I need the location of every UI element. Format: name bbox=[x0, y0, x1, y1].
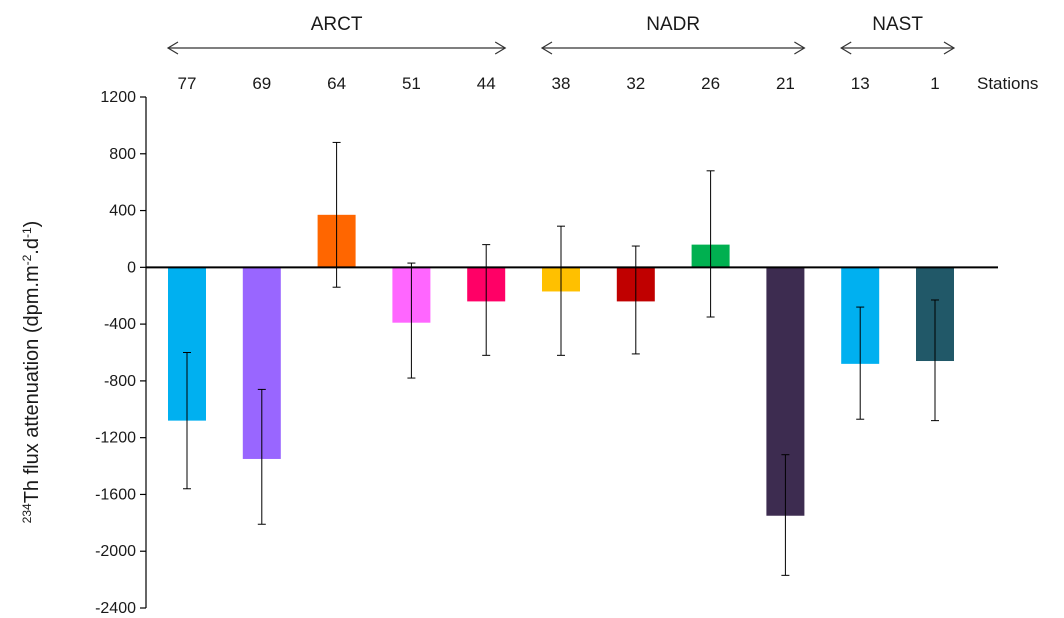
station-labels: 77 69 64 51 44 38 32 26 21 13 1 bbox=[178, 74, 940, 93]
error-bar-32 bbox=[631, 245, 640, 355]
arrow-left-head bbox=[540, 41, 553, 55]
station-label-21: 21 bbox=[776, 74, 795, 93]
y-title-isotope: 234 bbox=[20, 503, 34, 523]
y-tick-label: 800 bbox=[109, 146, 136, 163]
error-bar-77 bbox=[183, 352, 191, 490]
arrow-left-head bbox=[840, 41, 852, 55]
y-tick-label: -800 bbox=[104, 373, 136, 390]
error-bar-13 bbox=[856, 306, 865, 420]
region-arct: ARCT bbox=[166, 14, 507, 55]
y-axis: 1200 800 400 0 -400 -800 -1200 -1600 -2000 -2400 bbox=[95, 89, 147, 617]
y-tick-label: -1200 bbox=[95, 430, 136, 447]
error-bar-21 bbox=[781, 454, 790, 576]
region-nast: NAST bbox=[840, 14, 956, 55]
bars bbox=[168, 214, 954, 516]
arrow-right-head bbox=[494, 41, 507, 55]
y-tick-label: -400 bbox=[104, 316, 136, 333]
error-bar-64 bbox=[332, 141, 341, 288]
y-tick-label: -1600 bbox=[95, 486, 136, 503]
y-title-base: Th flux attenuation (dpm.m bbox=[21, 265, 43, 503]
region-nadr: NADR bbox=[540, 14, 806, 55]
station-label-38: 38 bbox=[552, 74, 571, 93]
error-bar-51 bbox=[407, 262, 416, 379]
station-label-44: 44 bbox=[477, 74, 496, 93]
y-tick-label: 1200 bbox=[100, 89, 136, 106]
error-bars bbox=[183, 141, 939, 576]
station-label-69: 69 bbox=[252, 74, 271, 93]
station-label-32: 32 bbox=[626, 74, 645, 93]
arrow-right-head bbox=[943, 41, 956, 55]
region-label: NADR bbox=[646, 14, 700, 35]
y-title-mid: .d bbox=[21, 238, 43, 255]
error-bar-44 bbox=[482, 244, 491, 356]
station-label-26: 26 bbox=[701, 74, 720, 93]
arrow-right-head bbox=[794, 41, 806, 55]
station-label-1: 1 bbox=[930, 74, 939, 93]
y-tick-label: -2400 bbox=[95, 600, 136, 617]
y-title-end: ) bbox=[21, 221, 43, 228]
y-axis-title: 234Th flux attenuation (dpm.m-2.d-1) bbox=[20, 221, 43, 524]
error-bar-26 bbox=[706, 170, 715, 318]
y-tick-label: -2000 bbox=[95, 543, 136, 560]
station-label-51: 51 bbox=[402, 74, 421, 93]
y-tick-label: 0 bbox=[127, 259, 136, 276]
region-brackets: ARCT NADR NAST bbox=[166, 14, 956, 55]
station-label-64: 64 bbox=[327, 74, 346, 93]
arrow-left-head bbox=[166, 41, 179, 55]
region-label: ARCT bbox=[311, 14, 363, 35]
error-bar-69 bbox=[257, 388, 266, 525]
region-label: NAST bbox=[872, 14, 923, 35]
y-tick-label: 400 bbox=[109, 203, 136, 220]
y-title-sup1: -2 bbox=[20, 254, 34, 265]
station-label-77: 77 bbox=[178, 74, 197, 93]
station-label-13: 13 bbox=[851, 74, 870, 93]
error-bar-38 bbox=[557, 225, 565, 356]
stations-axis-title: Stations bbox=[977, 74, 1038, 93]
y-title-sup2: -1 bbox=[20, 227, 34, 238]
error-bar-1 bbox=[931, 299, 939, 422]
